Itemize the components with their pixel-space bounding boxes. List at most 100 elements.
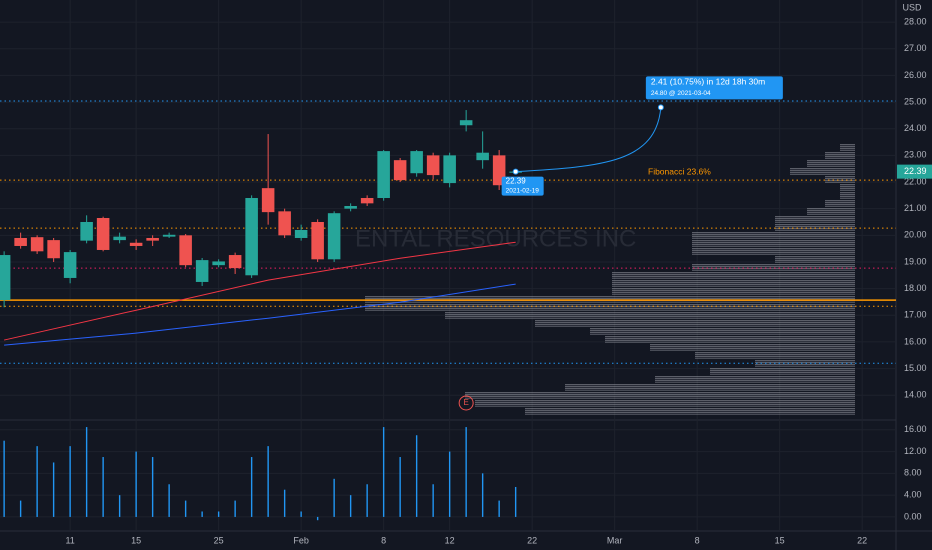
profile-bar <box>525 407 855 415</box>
x-tick-label: 22 <box>857 535 867 545</box>
x-tick-label: 12 <box>445 535 455 545</box>
volume-bar <box>514 486 517 517</box>
candle-body <box>393 160 407 181</box>
x-tick-label: 11 <box>65 535 74 545</box>
profile-bar <box>692 263 855 271</box>
volume-bar <box>498 500 500 517</box>
profile-bar <box>650 343 855 351</box>
moving-average <box>4 283 516 346</box>
profile-bar <box>655 375 855 383</box>
candle-body <box>129 242 143 246</box>
candle-body <box>14 237 27 246</box>
callout-box <box>501 176 544 196</box>
volume-bar <box>382 427 385 517</box>
volume-bar <box>85 427 88 517</box>
profile-bar <box>692 247 855 255</box>
volume-bar <box>415 435 418 517</box>
volume-bar <box>135 451 137 517</box>
candle-body <box>162 234 176 237</box>
y2-tick-label: 8.00 <box>904 468 922 478</box>
volume-bar <box>250 457 253 517</box>
y-tick-label: 28.00 <box>904 16 927 26</box>
candle-body <box>0 255 11 301</box>
profile-bar <box>565 383 855 391</box>
volume-bar <box>349 495 352 517</box>
summary-target: 24.80 @ 2021-03-04 <box>651 90 711 97</box>
volume-bar <box>36 446 38 517</box>
candle-body <box>327 213 341 260</box>
profile-bar <box>840 191 855 199</box>
profile-bar <box>775 215 855 223</box>
y2-tick-label: 16.00 <box>904 424 927 434</box>
profile-bar <box>605 335 855 343</box>
candle-body <box>410 151 423 174</box>
profile-bar <box>365 295 855 303</box>
volume-bar <box>19 500 22 517</box>
profile-bar <box>612 271 855 279</box>
volume-bar <box>168 484 170 517</box>
y-tick-label: 16.00 <box>904 336 927 346</box>
volume-bar <box>366 484 368 517</box>
profile-bar <box>790 167 855 175</box>
y-tick-label: 25.00 <box>904 96 927 106</box>
volume-bar <box>465 427 467 517</box>
y-tick-label: 19.00 <box>904 256 927 266</box>
y-tick-label: 24.00 <box>904 123 927 133</box>
earnings-marker <box>458 395 474 411</box>
volume-bar <box>217 511 220 517</box>
volume-bar <box>432 484 434 517</box>
volume-bar <box>267 446 269 517</box>
volume-bar <box>52 462 55 517</box>
volume-bar <box>333 478 335 517</box>
volume-bar <box>184 500 187 517</box>
profile-bar <box>775 255 855 263</box>
last-price-label: 22.39 <box>904 166 927 176</box>
y-tick-label: 27.00 <box>904 43 927 53</box>
profile-bar <box>612 287 855 295</box>
y-tick-label: 18.00 <box>904 283 927 293</box>
profile-bar <box>825 175 855 183</box>
profile-bar <box>465 391 855 399</box>
x-tick-label: Feb <box>293 535 309 545</box>
profile-bar <box>825 199 855 207</box>
y-tick-label: 23.00 <box>904 150 927 160</box>
candle-body <box>294 229 308 238</box>
candle-body <box>179 235 192 266</box>
y-tick-label: 26.00 <box>904 70 927 80</box>
watermark: ENTAL RESOURCES INC <box>355 225 636 252</box>
y2-tick-label: 12.00 <box>904 446 927 456</box>
profile-bar <box>807 207 855 215</box>
y-tick-label: 15.00 <box>904 363 927 373</box>
volume-bar <box>3 440 5 517</box>
candle-body <box>30 237 44 252</box>
x-tick-label: 8 <box>695 535 700 545</box>
projection-curve <box>515 107 662 173</box>
profile-bar <box>535 319 855 327</box>
candle-body <box>47 240 60 259</box>
earnings-label: E <box>463 398 468 407</box>
profile-bar <box>840 143 855 151</box>
volume-bar <box>234 500 236 517</box>
volume-bar <box>69 446 71 517</box>
profile-bar <box>475 399 855 407</box>
candle-body <box>344 206 357 209</box>
profile-bar <box>445 311 855 319</box>
last-price-box <box>897 164 932 179</box>
candle-body <box>212 261 225 266</box>
summary-text: 2.41 (10.75%) in 12d 18h 30m <box>651 77 765 87</box>
candle-body <box>476 152 489 161</box>
y-tick-label: 14.00 <box>904 390 927 400</box>
y-tick-label: 21.00 <box>904 203 927 213</box>
y-tick-label: 20.00 <box>904 230 927 240</box>
profile-bar <box>590 327 855 335</box>
currency: USD <box>902 2 922 12</box>
profile-bar <box>755 359 855 367</box>
projection-start <box>512 168 519 175</box>
x-tick-label: 15 <box>131 535 141 545</box>
volume-bar <box>399 457 401 517</box>
y2-tick-label: 4.00 <box>904 490 922 500</box>
candle-body <box>311 221 324 260</box>
x-tick-label: 22 <box>527 535 537 545</box>
volume-bar <box>118 495 121 517</box>
profile-bar <box>692 239 855 247</box>
